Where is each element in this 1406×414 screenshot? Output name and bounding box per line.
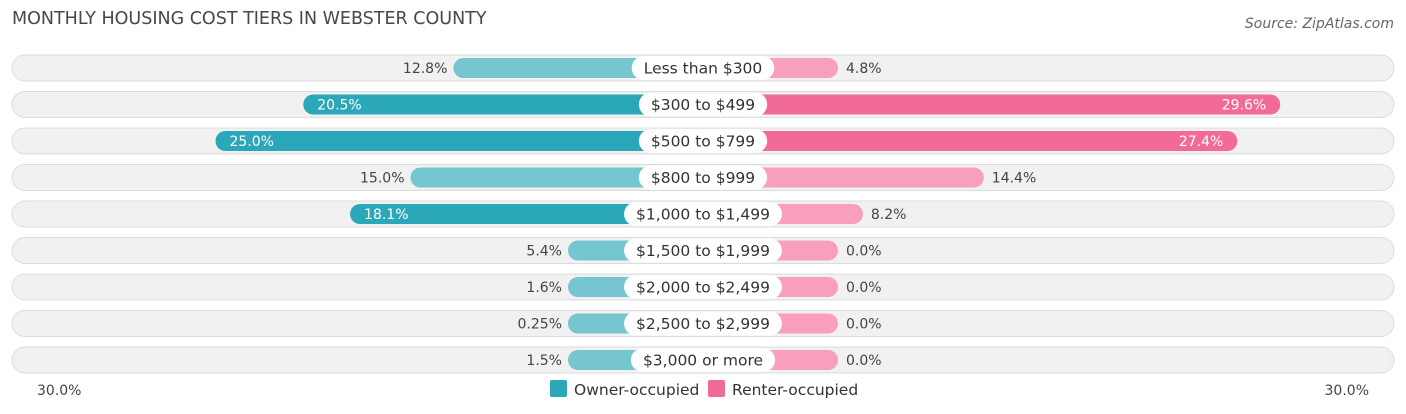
- chart-source: Source: ZipAtlas.com: [1244, 16, 1394, 32]
- chart-rows: 12.8% 4.8% Less than $300 20.5% 29.6% $300 to…: [11, 54, 1395, 374]
- value-label-owner: 5.4%: [526, 244, 562, 260]
- category-label: $300 to $499: [651, 96, 755, 114]
- value-label-owner: 1.5%: [526, 353, 562, 369]
- value-label-renter: 14.4%: [992, 171, 1036, 187]
- category-pill: [638, 129, 768, 153]
- category-pill: [624, 202, 782, 226]
- category-label: $800 to $999: [651, 169, 755, 187]
- chart-row: 0.25% 0.0% $2,500 to $2,999: [11, 310, 1395, 337]
- chart-row: 15.0% 14.4% $800 to $999: [11, 164, 1395, 191]
- bar-renter-occupied: [703, 94, 1281, 115]
- chart-row: 5.4% 0.0% $1,500 to $1,999: [11, 237, 1395, 264]
- category-pill: [624, 311, 782, 336]
- category-label: Less than $300: [644, 60, 763, 78]
- chart-row: 12.8% 4.8% Less than $300: [11, 54, 1395, 82]
- value-label-owner: 20.5%: [317, 98, 361, 114]
- category-label: $2,000 to $2,499: [636, 279, 770, 297]
- axis-label-right: 30.0%: [1325, 383, 1369, 399]
- value-label-renter: 27.4%: [1179, 134, 1223, 150]
- chart-row: 1.5% 0.0% $3,000 or more: [11, 346, 1395, 374]
- value-label-owner: 15.0%: [360, 171, 404, 187]
- legend: Owner-occupied Renter-occupied: [550, 380, 858, 399]
- chart-title: MONTHLY HOUSING COST TIERS IN WEBSTER CO…: [12, 9, 487, 29]
- category-label: $1,000 to $1,499: [636, 206, 770, 224]
- bar-renter-occupied: [703, 167, 984, 188]
- legend-swatch-owner: [550, 380, 567, 397]
- category-pill: [630, 348, 776, 372]
- category-pill: [624, 275, 782, 299]
- bar-owner-occupied: [350, 204, 703, 224]
- category-label: $500 to $799: [651, 133, 755, 151]
- chart-row: 1.6% 0.0% $2,000 to $2,499: [11, 273, 1395, 301]
- chart-row: 20.5% 29.6% $300 to $499: [11, 91, 1395, 118]
- bar-owner-occupied: [303, 94, 703, 115]
- bar-renter-occupied: [703, 131, 1238, 151]
- bar-owner-occupied: [215, 131, 703, 151]
- legend-swatch-renter: [708, 380, 725, 397]
- category-pill: [638, 165, 768, 190]
- bar-owner-occupied: [410, 167, 703, 188]
- value-label-owner: 25.0%: [230, 134, 274, 150]
- value-label-renter: 4.8%: [846, 61, 882, 77]
- value-label-renter: 0.0%: [846, 244, 882, 260]
- value-label-owner: 0.25%: [518, 317, 562, 333]
- category-pill: [624, 238, 782, 263]
- value-label-renter: 29.6%: [1222, 98, 1266, 114]
- category-label: $2,500 to $2,999: [636, 315, 770, 333]
- value-label-owner: 1.6%: [526, 280, 562, 296]
- legend-label-owner: Owner-occupied: [574, 381, 699, 399]
- value-label-owner: 18.1%: [364, 207, 408, 223]
- category-label: $1,500 to $1,999: [636, 242, 770, 260]
- value-label-owner: 12.8%: [403, 61, 447, 77]
- chart-row: 18.1% 8.2% $1,000 to $1,499: [11, 200, 1395, 228]
- value-label-renter: 0.0%: [846, 353, 882, 369]
- category-pill: [631, 56, 775, 80]
- axis-label-left: 30.0%: [37, 383, 81, 399]
- value-label-renter: 0.0%: [846, 317, 882, 333]
- legend-label-renter: Renter-occupied: [732, 381, 858, 399]
- category-label: $3,000 or more: [643, 352, 763, 370]
- value-label-renter: 8.2%: [871, 207, 907, 223]
- chart-row: 25.0% 27.4% $500 to $799: [11, 127, 1395, 155]
- category-pill: [638, 92, 768, 117]
- value-label-renter: 0.0%: [846, 280, 882, 296]
